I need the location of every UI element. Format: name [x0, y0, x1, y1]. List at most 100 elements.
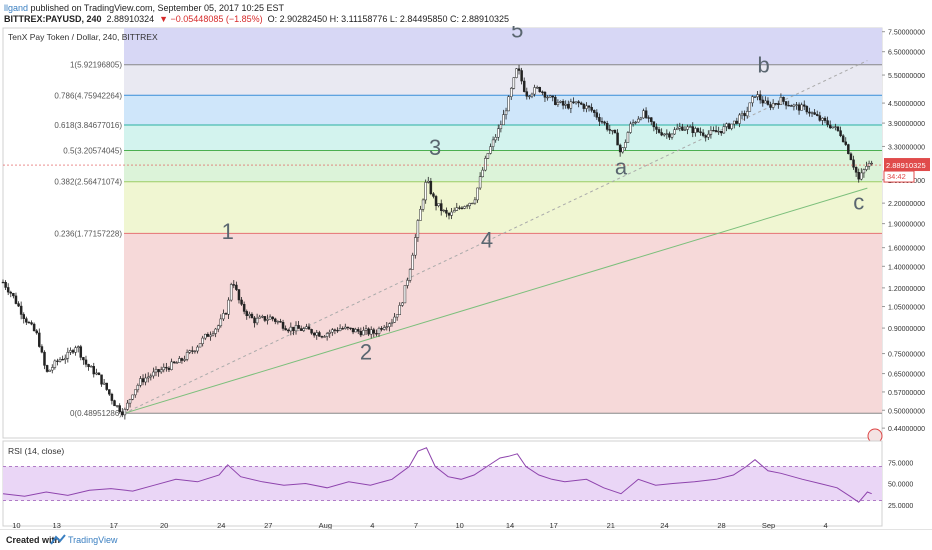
- candle-body: [437, 203, 440, 207]
- candle-body: [12, 293, 15, 297]
- candle-body: [40, 346, 44, 353]
- candle-body: [712, 130, 715, 132]
- candle-body: [810, 112, 814, 114]
- candle-body: [325, 333, 329, 337]
- support-trendline[interactable]: [123, 187, 868, 414]
- x-tick-label: 4: [370, 521, 374, 529]
- candle-body: [743, 113, 746, 117]
- author-link[interactable]: llgand: [4, 3, 29, 13]
- candle-body: [131, 394, 134, 400]
- candle-body: [582, 104, 586, 109]
- dashed-projection-line[interactable]: [123, 60, 868, 414]
- candle-body: [281, 322, 285, 329]
- y-tick-label: 1.05000000: [888, 305, 925, 312]
- x-tick-label: 4: [824, 521, 828, 529]
- x-tick-label: 13: [53, 521, 61, 529]
- x-tick-label: 7: [414, 521, 418, 529]
- candle-body: [494, 136, 497, 141]
- candle-body: [79, 346, 83, 358]
- y-tick-label: 1.40000000: [888, 264, 925, 271]
- tradingview-brand[interactable]: TradingView: [68, 535, 118, 545]
- candle-body: [344, 326, 347, 329]
- candle-body: [605, 123, 609, 130]
- candle-body: [69, 350, 72, 353]
- candle-body: [541, 91, 544, 93]
- candle-body: [193, 350, 197, 353]
- candle-body: [530, 93, 534, 97]
- candle-body: [595, 112, 599, 118]
- candle-body: [17, 303, 20, 307]
- candle-body: [32, 323, 36, 332]
- candle-body: [271, 316, 274, 320]
- candle-body: [717, 130, 720, 133]
- candle-body: [709, 130, 713, 135]
- candle-body: [580, 102, 583, 105]
- candle-body: [222, 313, 225, 320]
- candle-body: [696, 128, 700, 133]
- candle-body: [452, 210, 456, 213]
- ohlc-values: O: 2.90282450 H: 3.11158776 L: 2.8449585…: [267, 14, 509, 24]
- candle-body: [629, 123, 632, 133]
- candle-body: [797, 104, 801, 111]
- candle-body: [263, 316, 267, 321]
- rsi-tick-label: 25.0000: [888, 503, 913, 510]
- candle-body: [447, 213, 451, 216]
- candle-body: [465, 205, 469, 207]
- chart-title: TenX Pay Token / Dollar, 240, BITTREX: [8, 32, 158, 42]
- candle-body: [828, 124, 832, 129]
- y-tick-label: 0.50000000: [888, 408, 925, 415]
- candle-body: [790, 105, 793, 107]
- candle-body: [393, 316, 396, 323]
- candle-body: [769, 104, 772, 108]
- candle-body: [92, 366, 96, 375]
- candle-body: [445, 209, 448, 214]
- candle-body: [53, 360, 57, 368]
- y-tick-label: 0.90000000: [888, 326, 925, 333]
- x-tick-label: 24: [660, 521, 668, 529]
- candle-body: [847, 144, 850, 155]
- candle-body: [198, 343, 202, 348]
- candle-body: [725, 123, 728, 127]
- candle-body: [354, 329, 357, 333]
- candle-body: [458, 207, 461, 209]
- candle-body: [367, 328, 370, 335]
- y-tick-label: 1.20000000: [888, 286, 925, 293]
- candle-body: [118, 405, 121, 412]
- candle-body: [730, 123, 733, 129]
- candle-body: [577, 101, 580, 104]
- candle-body: [748, 102, 752, 112]
- candle-body: [318, 332, 321, 337]
- candle-body: [74, 347, 77, 353]
- candle-body: [427, 180, 430, 183]
- candle-body: [546, 96, 549, 99]
- y-tick-label: 0.57000000: [888, 390, 925, 397]
- x-tick-label: Sep: [762, 521, 775, 529]
- candle-body: [834, 126, 837, 128]
- candle-body: [504, 110, 508, 115]
- candle-body: [401, 302, 404, 306]
- candle-body: [102, 382, 106, 385]
- candle-body: [43, 351, 46, 366]
- candle-body: [279, 321, 282, 323]
- candle-body: [315, 332, 319, 336]
- candle-body: [525, 91, 529, 97]
- candle-body: [621, 147, 624, 153]
- chart-canvas[interactable]: 1(5.92196805) 0.786(4.75942264) 0.618(3.84…: [0, 26, 932, 529]
- candle-body: [369, 329, 373, 335]
- candle-body: [139, 378, 142, 386]
- candle-body: [110, 393, 114, 401]
- candle-body: [535, 87, 539, 89]
- candle-body: [839, 130, 842, 137]
- candle-body: [634, 121, 637, 124]
- candle-body: [616, 132, 619, 146]
- candle-body: [38, 332, 41, 347]
- candle-body: [800, 104, 803, 111]
- candle-body: [805, 106, 809, 113]
- fib-level-label: 0.618(3.84677016): [54, 121, 122, 130]
- candle-body: [735, 120, 739, 124]
- candle-body: [572, 101, 575, 104]
- candle-body: [141, 378, 145, 383]
- candle-body: [157, 369, 160, 373]
- x-tick-label: 10: [455, 521, 463, 529]
- candle-body: [551, 95, 554, 98]
